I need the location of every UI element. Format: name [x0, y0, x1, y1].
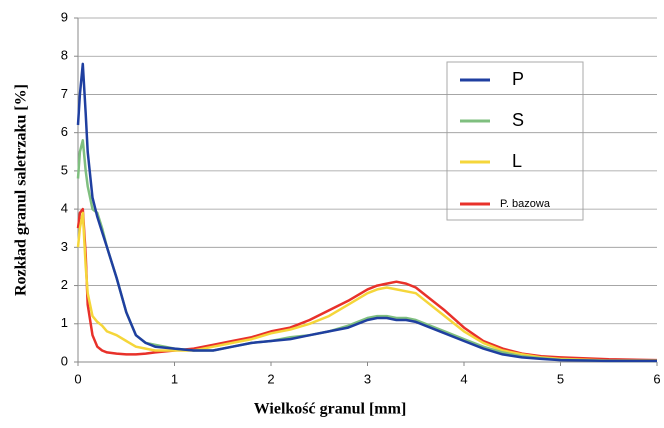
x-tick-label: 5: [557, 371, 564, 386]
y-tick-label: 6: [61, 124, 68, 139]
y-tick-label: 1: [61, 315, 68, 330]
legend-box: [446, 61, 584, 221]
y-tick-label: 5: [61, 162, 68, 177]
x-tick-label: 2: [267, 371, 274, 386]
series-line: [76, 207, 658, 362]
y-tick-label: 9: [61, 9, 68, 24]
y-tick-label: 7: [61, 86, 68, 101]
legend-label: P: [512, 69, 524, 89]
y-tick-label: 8: [61, 48, 68, 63]
y-tick-label: 4: [61, 201, 68, 216]
legend-label: S: [512, 110, 524, 130]
x-tick-label: 4: [460, 371, 467, 386]
y-tick-label: 3: [61, 239, 68, 254]
y-tick-label: 0: [61, 353, 68, 368]
legend-label: P. bazowa: [500, 198, 551, 210]
y-axis-title: Rozkład granul saletrzaku [%]: [13, 84, 30, 296]
x-tick-label: 6: [653, 371, 660, 386]
series-line: [76, 211, 657, 362]
x-axis-title: Wielkość granul [mm]: [254, 401, 407, 418]
x-tick-label: 0: [74, 371, 81, 386]
y-tick-label: 2: [61, 277, 68, 292]
series-line: [76, 62, 657, 363]
x-tick-label: 3: [364, 371, 371, 386]
x-tick-label: 1: [171, 371, 178, 386]
legend-label: L: [512, 151, 522, 171]
